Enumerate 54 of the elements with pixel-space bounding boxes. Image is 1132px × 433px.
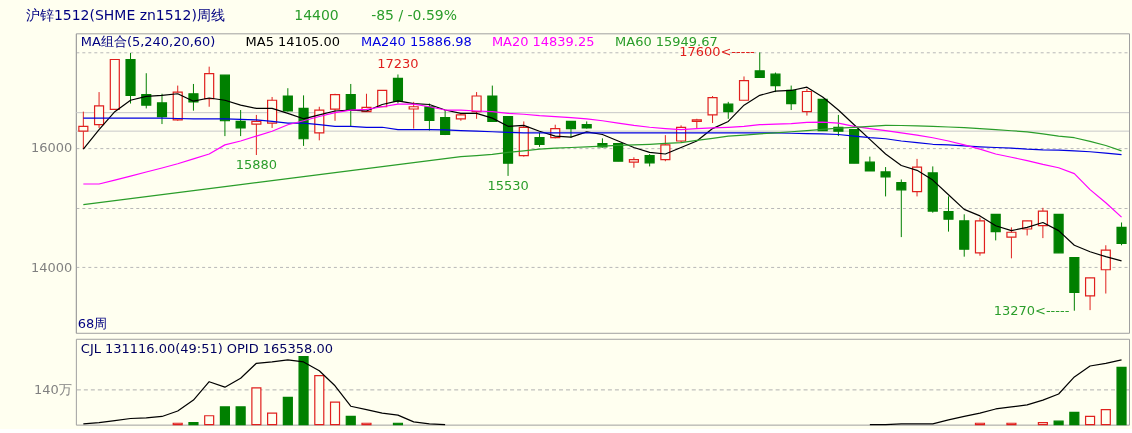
annotation: 13270<-----	[993, 302, 1070, 318]
candlestick	[660, 134, 671, 162]
candlestick	[345, 83, 356, 127]
annotation: 17230	[377, 56, 419, 72]
candlestick	[801, 88, 813, 117]
candlestick	[1037, 207, 1048, 239]
candlestick	[424, 103, 435, 132]
x-axis-title: 68周	[77, 315, 108, 331]
bar	[235, 406, 246, 426]
candlestick	[880, 166, 891, 197]
candlestick	[1116, 221, 1127, 246]
candlestick	[392, 73, 404, 105]
candlestick	[329, 93, 341, 122]
text: -85 / -0.59%	[371, 7, 457, 24]
bar	[345, 415, 356, 426]
candlestick	[141, 72, 152, 109]
candlestick	[738, 75, 750, 101]
bar	[1053, 420, 1064, 426]
bar	[298, 355, 309, 426]
annotation: 15530	[487, 177, 529, 193]
candlestick	[408, 101, 419, 130]
candlestick	[1006, 226, 1017, 259]
y-tick-label: 14000	[31, 259, 73, 275]
candlestick	[235, 109, 246, 137]
bar	[1069, 411, 1080, 426]
candlestick	[628, 156, 639, 169]
y-tick-label: 16000	[31, 140, 73, 156]
candlestick	[188, 83, 199, 112]
candlestick	[1084, 277, 1096, 311]
candlestick	[282, 87, 293, 113]
candlestick	[78, 111, 89, 150]
candlestick	[943, 195, 954, 233]
candlestick	[754, 51, 765, 79]
candlestick	[156, 93, 168, 125]
chart-title: 沪锌1512(SHME zn1512)周线	[25, 7, 225, 24]
text: MA20 14839.25	[491, 34, 595, 50]
bar	[282, 396, 293, 426]
text: MA5 14105.00	[245, 34, 340, 50]
bar	[1116, 366, 1127, 426]
line-series	[82, 124, 1123, 206]
candlestick	[471, 91, 482, 120]
legend-title: MA组合(5,240,20,60)	[80, 34, 216, 50]
bar	[188, 421, 199, 426]
candlestick	[251, 114, 262, 156]
text: 14400	[294, 7, 339, 24]
candlestick	[786, 85, 797, 111]
candlestick	[93, 91, 105, 129]
candlestick	[707, 95, 718, 124]
ref-line-label: 140万	[34, 381, 72, 397]
bar	[219, 406, 230, 426]
candlestick	[896, 178, 907, 238]
annotation: 15880	[235, 156, 277, 172]
chart-title: CJL 131116.00(49:51) OPID 165358.00	[80, 340, 333, 356]
text: MA240 15886.98	[360, 34, 472, 50]
